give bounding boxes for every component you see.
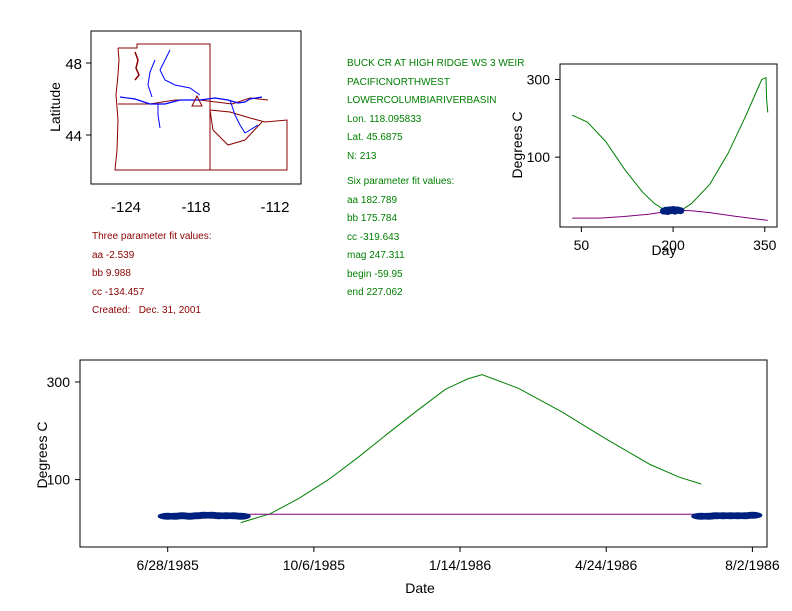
river-main [119,96,263,105]
timeseries-xtick-label: 4/24/1986 [575,557,637,573]
station-lon: Lon. 118.095833 [347,113,422,125]
map-xtick-112: -112 [261,199,290,216]
station-marker [191,94,203,107]
timeseries-ylabel: Degrees C [34,422,50,489]
river-north-2 [147,59,156,98]
timeseries-observation-point [230,512,251,520]
station-lat: Lat. 45.6875 [347,132,403,143]
seasonal-chart-frame [559,63,778,228]
station-info: BUCK CR AT HIGH RIDGE WS 3 WEIR PACIFICN… [347,55,524,166]
seasonal-ytick-label: 100 [527,149,551,165]
timeseries-ytick-label: 300 [47,374,71,390]
timeseries-purple-curve [167,513,753,516]
six-param-fit: Six parameter fit values: aa 182.789 bb … [347,173,454,303]
six-param-header: Six parameter fit values: [347,176,455,187]
seasonal-green-curve [571,76,769,212]
three-param-cc: cc -134.457 [92,286,145,298]
six-param-aa: aa 182.789 [347,194,398,206]
timeseries-xtick-label: 6/28/1985 [137,557,199,573]
timeseries-chart: 6/28/1985 10/6/1985 1/14/1986 4/24/1986 8/2/… [34,359,780,596]
map-frame [90,30,302,185]
river-north [159,49,201,96]
timeseries-green-curve [240,374,702,524]
six-param-bb: bb 175.784 [347,213,398,224]
timeseries-xtick-label: 10/6/1985 [283,557,345,573]
station-name: BUCK CR AT HIGH RIDGE WS 3 WEIR [347,58,525,69]
seasonal-observation-point [676,207,685,215]
seasonal-xtick-label: 50 [574,237,590,253]
six-param-begin: begin -59.95 [347,268,403,280]
seasonal-xlabel: Day [652,242,677,258]
seasonal-chart: 50 200 350 100 300 Day Degrees C [509,63,778,258]
three-param-header: Three parameter fit values: [92,231,212,242]
map-ylabel: Latitude [47,82,63,132]
six-param-end: end 227.062 [347,287,403,298]
map-ytick-44: 44 [65,128,82,145]
timeseries-chart-frame [79,359,768,548]
timeseries-xtick-label: 8/2/1986 [725,557,780,573]
river-south [157,104,161,129]
created-date: Created: Dec. 31, 2001 [92,305,201,316]
map-xtick-118: -118 [182,199,211,216]
timeseries-xtick-label: 1/14/1986 [429,557,491,573]
six-param-mag: mag 247.311 [347,250,405,261]
map-ytick-48: 48 [65,56,82,73]
station-n: N: 213 [347,150,377,162]
timeseries-ytick-label: 100 [47,472,71,488]
six-param-cc: cc -319.643 [347,231,400,243]
timeseries-xlabel: Date [405,580,435,596]
seasonal-xtick-label: 350 [753,237,777,253]
three-param-aa: aa -2.539 [92,249,135,261]
timeseries-observation-point [742,511,763,519]
three-param-fit: Three parameter fit values: aa -2.539 bb… [92,228,212,321]
station-region: PACIFICNORTHWEST [347,76,450,88]
river-snake [229,99,259,134]
state-boundaries [114,43,288,171]
puget-sound [134,51,140,81]
state-divider-3 [209,109,263,146]
station-basin: LOWERCOLUMBIARIVERBASIN [347,95,497,106]
region-map [114,43,288,171]
seasonal-xtick-label: 200 [661,237,685,253]
map-xtick-124: -124 [111,199,141,216]
three-param-bb: bb 9.988 [92,268,131,279]
seasonal-ylabel: Degrees C [509,112,525,179]
seasonal-ytick-label: 300 [527,72,551,88]
